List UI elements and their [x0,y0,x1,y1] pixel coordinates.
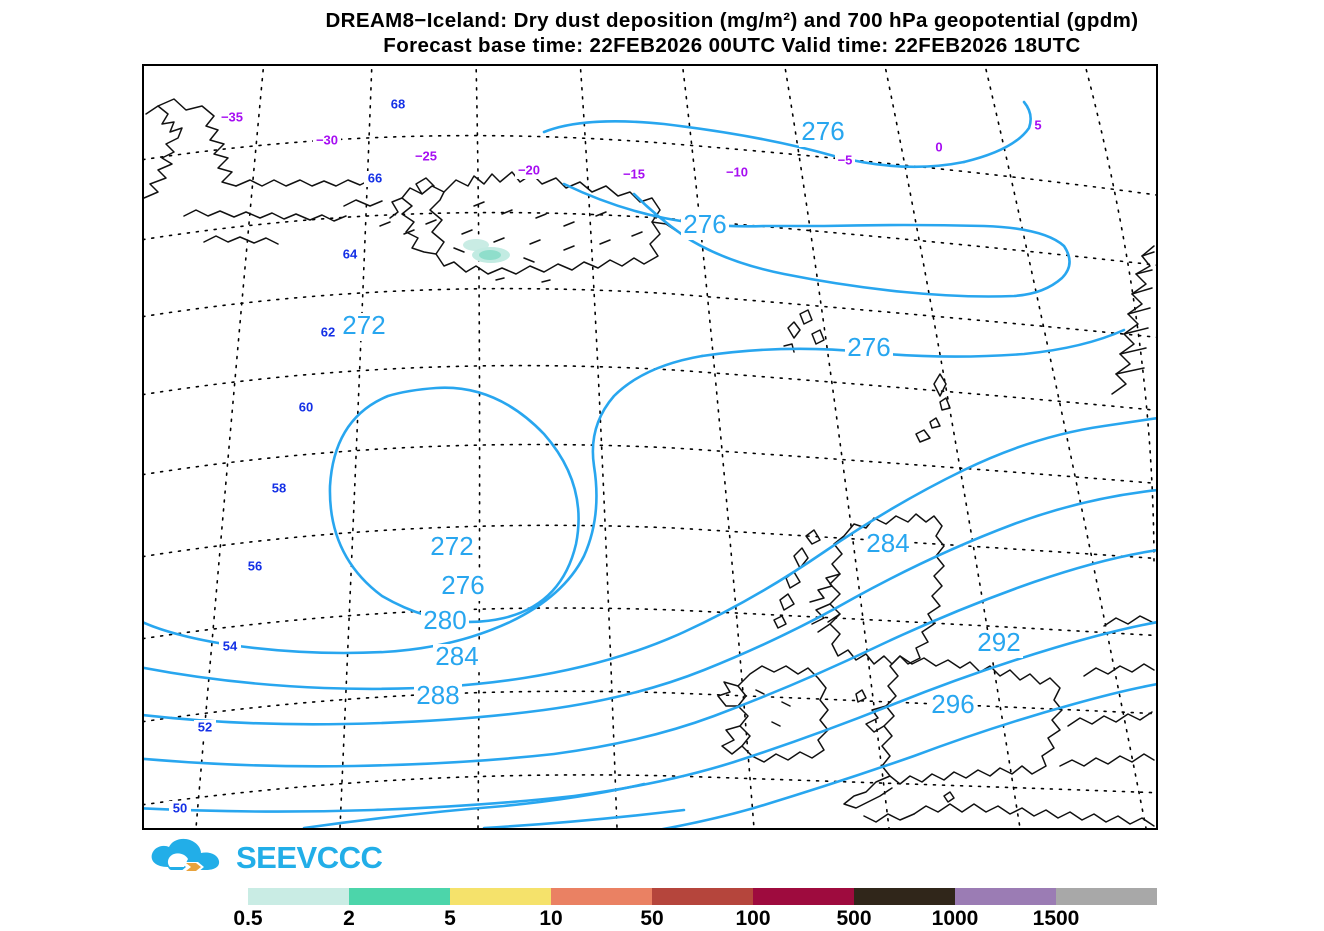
latitude-label-halo [364,171,386,187]
colorbar-swatches [248,888,1157,905]
page-title: DREAM8−Iceland: Dry dust deposition (mg/… [325,9,1139,32]
latitude-label: 60 [299,399,313,414]
latitude-label-halo [219,639,241,655]
colorbar-label-2: 2 [343,907,355,930]
longitude-label: 5 [1034,117,1041,132]
colorbar-label-50: 50 [640,907,664,930]
colorbar-segment-8 [1056,888,1157,905]
latitude-label-halo [339,247,361,263]
latitude-label: 66 [368,170,382,185]
contour-label-halo [428,534,476,562]
longitude-label: −25 [415,148,437,163]
latitude-label-halo [244,559,266,575]
longitude-label: −5 [838,152,853,167]
colorbar-tick-labels: 0.5 2 5 10 50 100 500 1000 1500 [233,905,1157,931]
longitude-label-group: −35 −30 −25 −20 −15 −10 −5 0 5 [218,109,1044,183]
contour-label-halo [845,335,893,363]
colorbar-label-100: 100 [735,907,771,930]
longitude-label: −15 [623,166,645,181]
chart-title-block: DREAM8−Iceland: Dry dust deposition (mg/… [142,8,1322,58]
latitude-label: 68 [391,96,405,111]
longitude-label-halo [515,163,543,179]
contour-label: 276 [441,570,484,600]
latitude-label-halo [295,400,317,416]
colorbar-label-1500: 1500 [1032,907,1080,930]
colorbar-segment-1 [349,888,450,905]
colorbar-label-10: 10 [539,907,563,930]
latitude-label: 62 [321,324,335,339]
longitude-label: −35 [221,109,243,124]
contour-label-halo [421,608,469,636]
contour-label-group: 272 272 276 276 276 276 280 284 284 288 292 296 [340,116,1023,720]
latitude-label-halo [268,481,290,497]
contour-label: 276 [683,209,726,239]
contour-label-halo [439,573,487,601]
graticule [144,66,1156,828]
colorbar-segment-2 [450,888,551,905]
latitude-label-halo [317,325,339,341]
forecast-map: 272 272 276 276 276 276 280 284 284 288 292 296 68 6… [142,64,1158,830]
longitude-label-halo [412,149,440,165]
contour-label: 280 [423,605,466,635]
contour-label-halo [799,119,847,147]
colorbar-segment-6 [854,888,955,905]
latitude-label: 52 [198,719,212,734]
colorbar-label-1000: 1000 [931,907,979,930]
geopotential-contours [144,100,1156,828]
latitude-label: 50 [173,800,187,815]
longitude-label: −10 [726,164,748,179]
contour-label: 292 [977,627,1020,657]
latitude-label-group: 68 66 64 62 60 58 56 54 52 50 [169,96,409,817]
longitude-label-halo [218,110,246,126]
colorbar-segment-3 [551,888,652,905]
logo-text: SEEVCCC [236,839,383,875]
contour-label: 272 [342,310,385,340]
longitude-label-halo [1032,118,1044,134]
contour-label: 276 [847,332,890,362]
contour-label: 272 [430,531,473,561]
colorbar-segment-5 [753,888,854,905]
contour-label-halo [975,630,1023,658]
longitude-label-halo [313,133,341,149]
colorbar-label-5: 5 [444,907,456,930]
latitude-label-halo [169,801,191,817]
contour-label: 296 [931,689,974,719]
contour-label-halo [864,531,912,559]
seevccc-logo: SEEVCCC [146,836,383,878]
colorbar-segment-4 [652,888,753,905]
contour-label-halo [681,212,729,240]
contour-label: 276 [801,116,844,146]
latitude-label-halo [387,97,409,113]
longitude-label: −20 [518,162,540,177]
contour-label: 284 [866,528,909,558]
colorbar-segment-7 [955,888,1056,905]
longitude-label-halo [723,165,751,181]
longitude-label-halo [620,167,648,183]
contour-label: 284 [435,641,478,671]
longitude-label-halo [835,153,855,169]
longitude-label: 0 [935,139,942,154]
coastlines [144,98,1155,827]
latitude-label-halo [194,720,216,736]
longitude-label: −30 [316,132,338,147]
latitude-label: 64 [343,246,358,261]
colorbar-segment-0 [248,888,349,905]
colorbar-label-0.5: 0.5 [233,907,263,930]
longitude-label-halo [933,140,945,156]
contour-label: 288 [416,680,459,710]
contour-label-halo [340,313,388,341]
forecast-time-subtitle: Forecast base time: 22FEB2026 00UTC Vali… [383,34,1081,57]
latitude-label: 56 [248,558,262,573]
latitude-label: 54 [223,638,238,653]
cloud-icon [146,837,228,877]
dust-deposition-colorbar: 0.5 2 5 10 50 100 500 1000 1500 [233,888,1157,931]
contour-label-halo [929,692,977,720]
contour-label-halo [414,683,462,711]
dust-deposition-field [463,239,510,263]
contour-label-halo [433,644,481,672]
colorbar-label-500: 500 [836,907,872,930]
latitude-label: 58 [272,480,286,495]
